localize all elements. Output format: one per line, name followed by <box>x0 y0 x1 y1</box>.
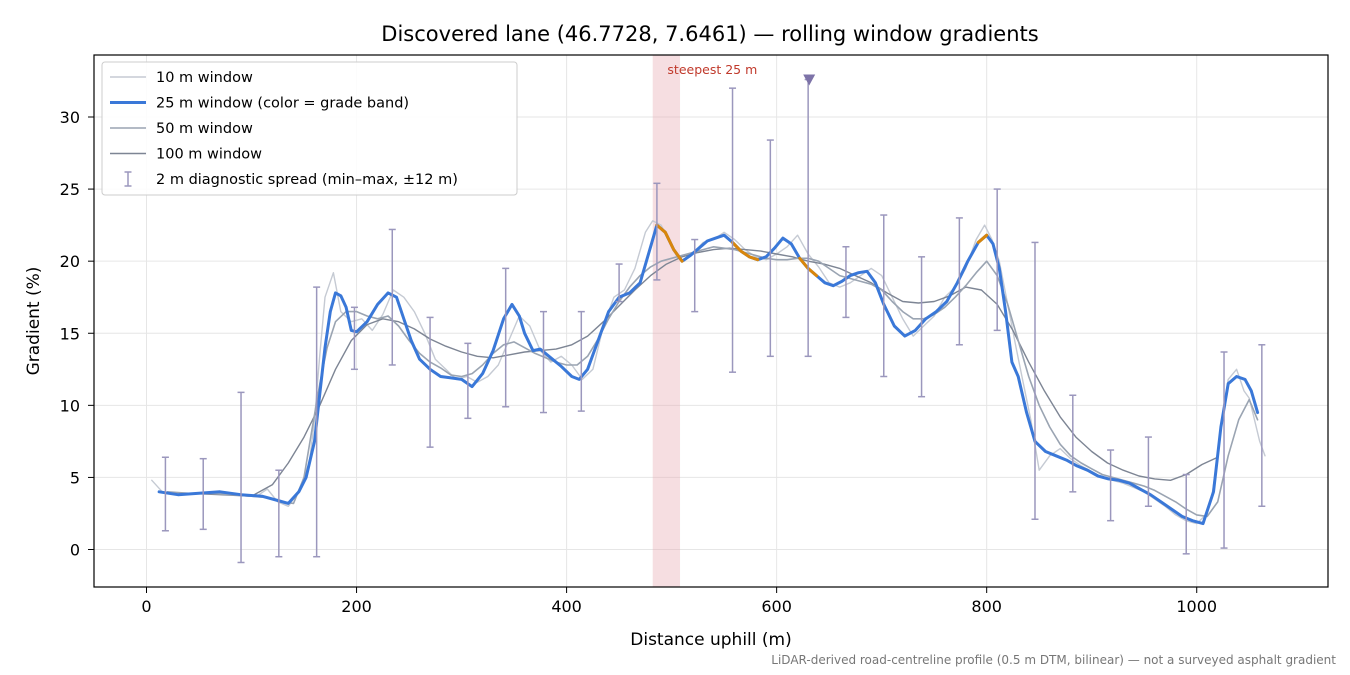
series-line-25-m-window <box>157 223 1260 526</box>
error-bar <box>1258 344 1266 508</box>
error-bar <box>350 306 358 371</box>
y-tick-label: 30 <box>60 108 80 127</box>
error-bars <box>161 74 1266 564</box>
error-bar <box>1107 449 1115 522</box>
error-bar <box>161 456 169 532</box>
error-bar <box>388 228 396 366</box>
x-tick-label: 400 <box>551 597 582 616</box>
legend-label: 10 m window <box>156 70 253 86</box>
error-bar <box>502 267 510 408</box>
series-line-100-m-window <box>187 247 1219 497</box>
x-axis-label: Distance uphill (m) <box>630 630 791 650</box>
error-bar <box>1144 436 1152 508</box>
y-tick-label: 15 <box>60 324 80 343</box>
legend-box <box>101 61 518 196</box>
y-tick-label: 25 <box>60 180 80 199</box>
x-tick-label: 0 <box>141 597 151 616</box>
error-bar <box>1220 351 1228 549</box>
legend: 10 m window 25 m window (color = grade ba… <box>101 61 518 196</box>
steepest-marker <box>803 74 816 86</box>
steepest-highlight <box>652 55 681 587</box>
error-bar <box>577 310 585 412</box>
y-tick-label: 10 <box>60 396 80 415</box>
error-bar <box>1031 241 1039 520</box>
error-bar <box>199 457 207 531</box>
series-lines <box>151 220 1266 526</box>
error-bar <box>237 391 245 564</box>
error-bar <box>1182 473 1190 555</box>
axis-ticks: 0 200 400 600 800 1000 0 5 10 15 20 25 30 <box>60 108 1217 616</box>
error-bar <box>880 214 888 378</box>
y-tick-label: 5 <box>70 468 80 487</box>
series-line-25m-steep-segment <box>976 233 989 244</box>
error-bar <box>729 87 737 373</box>
x-tick-label: 1000 <box>1176 597 1217 616</box>
error-bar <box>993 188 1001 332</box>
error-bar <box>653 182 661 281</box>
series-line-25m-steep-segment <box>655 223 684 263</box>
error-bar <box>615 263 623 303</box>
error-bar <box>426 316 434 448</box>
error-bar <box>539 310 547 414</box>
x-tick-label: 200 <box>341 597 372 616</box>
x-tick-label: 800 <box>971 597 1002 616</box>
legend-label: 2 m diagnostic spread (min–max, ±12 m) <box>156 172 458 188</box>
error-bar <box>1069 394 1077 493</box>
error-bar <box>804 78 812 358</box>
error-bar <box>766 139 774 358</box>
y-axis-label: Gradient (%) <box>24 267 44 376</box>
error-bar <box>313 286 321 558</box>
chart-title: Discovered lane (46.7728, 7.6461) — roll… <box>381 22 1038 46</box>
legend-label: 100 m window <box>156 147 262 163</box>
series-line-50-m-window <box>166 246 1259 518</box>
steepest-label: steepest 25 m <box>667 62 757 77</box>
plot-frame <box>93 54 1329 588</box>
legend-label: 50 m window <box>156 121 253 137</box>
footnote: LiDAR-derived road-centreline profile (0… <box>771 653 1336 667</box>
x-tick-label: 600 <box>761 597 792 616</box>
steepest-band <box>652 55 681 587</box>
error-bar <box>842 246 850 319</box>
error-bar <box>464 342 472 420</box>
error-bar <box>691 238 699 313</box>
series-line-10-m-window <box>151 220 1266 525</box>
error-bar <box>955 217 963 346</box>
legend-label: 25 m window (color = grade band) <box>156 96 409 112</box>
error-bar <box>275 469 283 558</box>
y-tick-label: 20 <box>60 252 80 271</box>
series-line-25m-steep-segment <box>731 240 760 262</box>
y-tick-label: 0 <box>70 541 80 560</box>
error-bar <box>918 256 926 398</box>
